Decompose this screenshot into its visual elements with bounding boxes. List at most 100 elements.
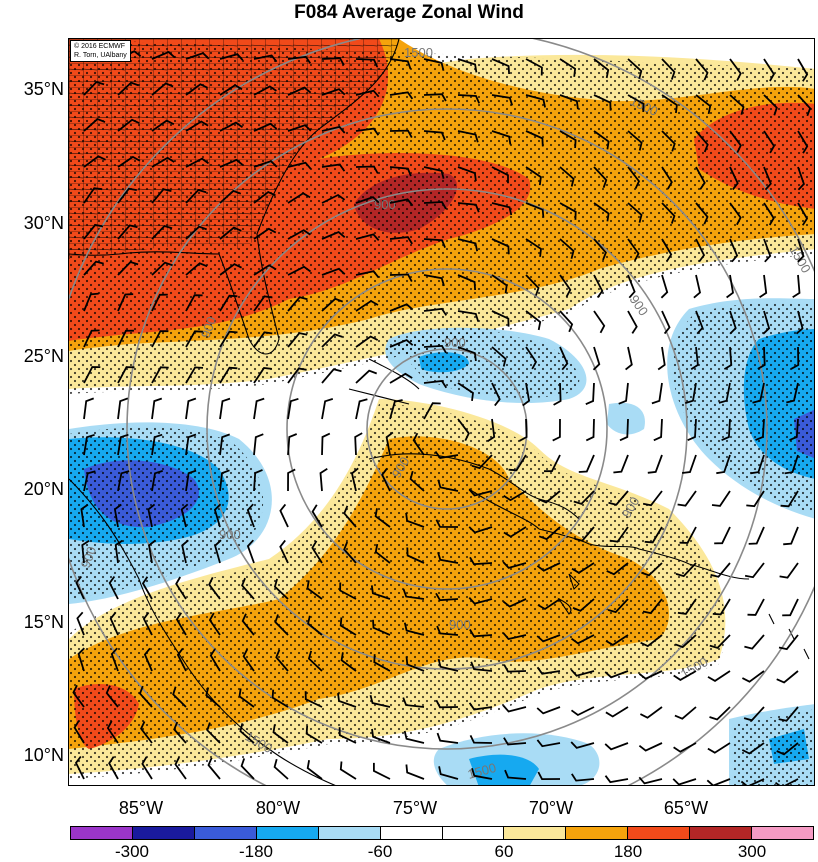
wind-barb <box>118 398 128 419</box>
wind-barb <box>628 311 637 333</box>
wind-barb <box>553 419 560 441</box>
wind-barb <box>613 455 628 473</box>
wind-barb <box>661 275 667 298</box>
wind-barb <box>678 491 696 506</box>
credit-author: R. Torn, UAlbany <box>74 51 127 60</box>
wind-barb <box>406 765 424 780</box>
wind-barb <box>356 371 377 383</box>
wind-barb <box>793 275 800 297</box>
wind-barb <box>537 707 560 713</box>
wind-barb <box>280 504 288 527</box>
colorbar-label: -300 <box>115 842 149 862</box>
wind-barb <box>675 707 696 719</box>
lat-label-25n: 25°N <box>0 346 64 367</box>
colorbar-label: 180 <box>614 842 642 862</box>
colorbar-swatch <box>566 827 628 839</box>
colorbar-swatch <box>504 827 566 839</box>
wind-barb <box>579 455 594 472</box>
wind-barb <box>640 707 662 718</box>
map-title: F084 Average Zonal Wind <box>0 2 818 24</box>
lat-label-35n: 35°N <box>0 79 64 100</box>
wind-barb <box>710 707 731 720</box>
wind-barb <box>648 455 662 473</box>
lon-label-85w: 85°W <box>119 798 163 819</box>
wind-barb <box>254 434 263 455</box>
wind-barb <box>745 563 764 577</box>
lat-label-30n: 30°N <box>0 213 64 234</box>
colorbar-swatch <box>195 827 257 839</box>
colorbar-swatch <box>443 827 505 839</box>
colorbar-swatch <box>381 827 443 839</box>
lat-label-15n: 15°N <box>0 612 64 633</box>
wind-barb <box>275 759 288 779</box>
contour-label: 900 <box>449 617 471 632</box>
wind-barb <box>652 383 662 403</box>
lon-label-65w: 65°W <box>664 798 708 819</box>
colorbar-swatch <box>133 827 195 839</box>
wind-barb <box>708 743 730 753</box>
wind-barb <box>322 434 330 455</box>
colorbar-label: 300 <box>738 842 766 862</box>
wind-barb <box>594 311 604 333</box>
contour-label: 1500 <box>404 45 433 60</box>
wind-barb <box>322 399 333 419</box>
wind-barb <box>760 275 767 297</box>
wind-barb <box>708 671 730 681</box>
wind-barb <box>654 419 662 440</box>
wind-barb <box>744 635 764 649</box>
zonal-wind-map: 1500 1500 1500 1500 900 900 900 900 900 … <box>69 39 815 786</box>
contour-label: 900 <box>374 197 396 212</box>
map-panel[interactable]: 1500 1500 1500 1500 900 900 900 900 900 … <box>68 38 815 786</box>
wind-barb <box>673 779 696 785</box>
contour-label: 900 <box>219 527 241 542</box>
wind-barb <box>586 383 594 404</box>
wind-barb <box>782 599 798 615</box>
wind-barb <box>694 275 700 298</box>
wind-barb <box>606 776 629 782</box>
wind-barb <box>341 762 356 780</box>
colorbar-label: 60 <box>495 842 514 862</box>
wind-barb <box>254 399 264 419</box>
lon-label-80w: 80°W <box>256 798 300 819</box>
colorbar-swatch <box>71 827 133 839</box>
wind-barb <box>605 743 628 749</box>
wind-barb <box>84 398 94 419</box>
lon-label-75w: 75°W <box>393 798 437 819</box>
colorbar-label: -180 <box>239 842 273 862</box>
wind-barb <box>606 707 628 717</box>
wind-barb <box>658 347 665 370</box>
wind-barb <box>220 399 230 419</box>
wind-barb <box>748 599 765 615</box>
wind-barb <box>356 399 367 419</box>
lat-label-20n: 20°N <box>0 479 64 500</box>
wind-barb <box>186 399 196 420</box>
wind-barb <box>374 763 390 779</box>
wind-barb <box>152 399 162 420</box>
lat-label-10n: 10°N <box>0 745 64 766</box>
wind-barb <box>586 419 594 440</box>
credit-ecmwf: © 2016 ECMWF <box>74 42 127 51</box>
wind-barb <box>288 469 295 491</box>
shade-lightblue-small <box>607 403 645 435</box>
wind-barb <box>707 779 730 786</box>
colorbar-swatch <box>690 827 752 839</box>
lon-label-70w: 70°W <box>529 798 573 819</box>
wind-barb <box>714 527 730 543</box>
wind-barb <box>639 743 662 751</box>
wind-barb <box>727 275 733 298</box>
colorbar <box>70 826 814 840</box>
wind-barb <box>777 671 798 682</box>
wind-barb <box>619 383 628 404</box>
wind-barb <box>572 707 595 715</box>
wind-barb <box>780 563 798 578</box>
colorbar-swatch <box>628 827 690 839</box>
wind-barb <box>321 469 328 491</box>
colorbar-swatch <box>319 827 381 839</box>
colorbar-swatch <box>257 827 319 839</box>
wind-barb <box>712 491 730 506</box>
colorbar-label: -60 <box>368 842 393 862</box>
wind-barb <box>783 527 798 544</box>
colorbar-swatch <box>752 827 813 839</box>
wind-barb <box>438 733 459 743</box>
wind-barb <box>626 347 632 370</box>
